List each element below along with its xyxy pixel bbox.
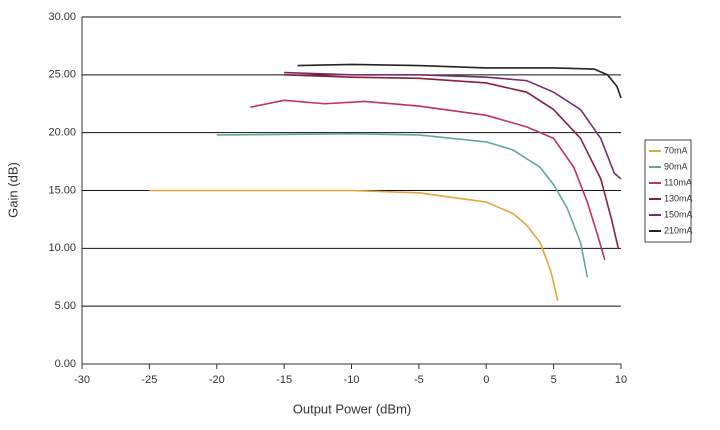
series-line <box>284 71 622 180</box>
x-tick-label: 0 <box>483 374 489 386</box>
legend-label: 110mA <box>664 177 692 187</box>
legend-label: 210mA <box>664 225 693 235</box>
y-tick-label: 25.00 <box>48 69 76 81</box>
x-tick-label: 5 <box>551 374 557 386</box>
y-tick-label: 5.00 <box>55 300 76 312</box>
y-tick-label: 15.00 <box>48 184 76 196</box>
legend-box <box>644 139 692 243</box>
y-tick-label: 30.00 <box>48 11 76 23</box>
y-tick-label: 0.00 <box>55 358 76 370</box>
legend-label: 150mA <box>664 209 693 219</box>
y-axis-title: Gain (dB) <box>5 162 20 218</box>
y-tick-label: 10.00 <box>48 242 76 254</box>
legend-label: 70mA <box>664 145 688 155</box>
x-tick-label: -10 <box>344 374 360 386</box>
x-tick-label: -30 <box>74 374 90 386</box>
legend-label: 90mA <box>664 161 688 171</box>
x-tick-label: -15 <box>276 374 292 386</box>
x-axis-title: Output Power (dBm) <box>293 401 412 416</box>
series-line <box>297 63 622 99</box>
x-tick-label: -25 <box>141 374 157 386</box>
x-tick-label: -5 <box>414 374 424 386</box>
series-line <box>250 99 606 261</box>
series-line <box>149 189 559 301</box>
x-tick-label: -20 <box>209 374 225 386</box>
x-tick-label: 10 <box>615 374 627 386</box>
series-line <box>216 133 589 278</box>
series-line <box>284 74 620 249</box>
legend-label: 130mA <box>664 193 693 203</box>
y-tick-label: 20.00 <box>48 127 76 139</box>
